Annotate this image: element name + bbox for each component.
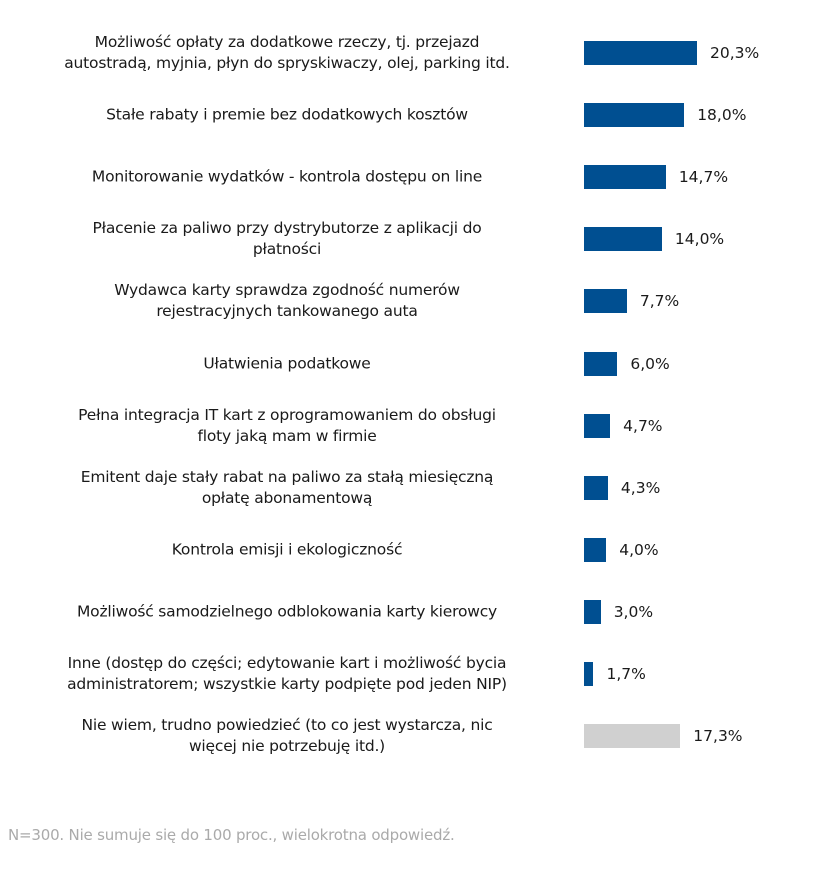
- category-label-line: Możliwość samodzielnego odblokowania kar…: [76, 602, 498, 621]
- category-label: Ułatwienia podatkowe: [7, 353, 567, 374]
- category-label-line: Emitent daje stały rabat na paliwo za st…: [80, 467, 494, 486]
- value-label: 17,3%: [693, 727, 743, 746]
- bar: [584, 227, 662, 252]
- value-label: 6,0%: [630, 354, 670, 373]
- value-label: 1,7%: [606, 665, 646, 683]
- value-label: 7,7%: [639, 292, 680, 311]
- bar: [584, 41, 697, 65]
- category-label-line: Nie wiem, trudno powiedzieć (to co jest …: [81, 716, 493, 735]
- category-label: Monitorowanie wydatków - kontrola dostęp…: [7, 167, 567, 188]
- category-label: Nie wiem, trudno powiedzieć (to co jest …: [7, 715, 567, 757]
- category-label-line: Inne (dostęp do części; edytowanie kart …: [67, 654, 507, 672]
- value-label: 4,3%: [620, 478, 661, 497]
- category-label: Inne (dostęp do części; edytowanie kart …: [7, 653, 567, 695]
- bar: [584, 599, 601, 624]
- bar: [584, 103, 685, 128]
- bar: [584, 724, 681, 749]
- category-label-line: opłatę abonamentową: [201, 488, 373, 507]
- category-label: Płacenie za paliwo przy dystrybutorze z …: [7, 218, 567, 260]
- category-label-line: rejestracyjnych tankowanego auta: [156, 302, 418, 321]
- category-label-line: płatności: [252, 240, 322, 259]
- bar: [584, 351, 618, 376]
- category-label-line: Możliwość opłaty za dodatkowe rzeczy, tj…: [94, 33, 480, 51]
- value-label: 4,7%: [623, 416, 663, 435]
- category-label-line: Pełna integracja IT kart z oprogramowani…: [78, 405, 496, 424]
- category-label: Stałe rabaty i premie bez dodatkowych ko…: [7, 105, 567, 126]
- category-label-line: administratorem; wszystkie karty podpięt…: [67, 675, 507, 693]
- value-label: 20,3%: [710, 44, 760, 62]
- category-label: Pełna integracja IT kart z oprogramowani…: [7, 405, 567, 447]
- category-label: Możliwość samodzielnego odblokowania kar…: [7, 601, 567, 622]
- bar: [584, 475, 608, 500]
- category-label-line: floty jaką mam w firmie: [197, 426, 377, 445]
- category-label: Możliwość opłaty za dodatkowe rzeczy, tj…: [7, 32, 567, 74]
- category-label-line: autostradą, myjnia, płyn do spryskiwaczy…: [64, 54, 510, 72]
- category-label-line: Płacenie za paliwo przy dystrybutorze z …: [92, 219, 482, 238]
- bar: [584, 289, 627, 314]
- category-label-line: Wydawca karty sprawdza zgodność numerów: [114, 281, 460, 300]
- value-label: 14,7%: [678, 168, 729, 187]
- bar: [584, 165, 666, 190]
- bar: [584, 413, 611, 438]
- category-label: Wydawca karty sprawdza zgodność numerów r…: [7, 280, 567, 322]
- bar: [584, 537, 607, 562]
- value-label: 14,0%: [674, 230, 725, 249]
- category-label-line: Kontrola emisji i ekologiczność: [171, 540, 403, 559]
- footnote: N=300. Nie sumuje się do 100 proc., wiel…: [8, 826, 455, 844]
- category-label-line: Monitorowanie wydatków - kontrola dostęp…: [91, 167, 483, 186]
- category-label-line: Ułatwienia podatkowe: [203, 354, 371, 372]
- value-label: 3,0%: [613, 602, 654, 621]
- category-label-line: Stałe rabaty i premie bez dodatkowych ko…: [106, 105, 468, 124]
- category-label-line: więcej nie potrzebuję itd.): [188, 737, 386, 756]
- value-label: 18,0%: [697, 106, 747, 125]
- category-label: Emitent daje stały rabat na paliwo za st…: [7, 467, 567, 509]
- category-label: Kontrola emisji i ekologiczność: [7, 539, 567, 560]
- bar: [584, 662, 594, 686]
- value-label: 4,0%: [619, 540, 659, 559]
